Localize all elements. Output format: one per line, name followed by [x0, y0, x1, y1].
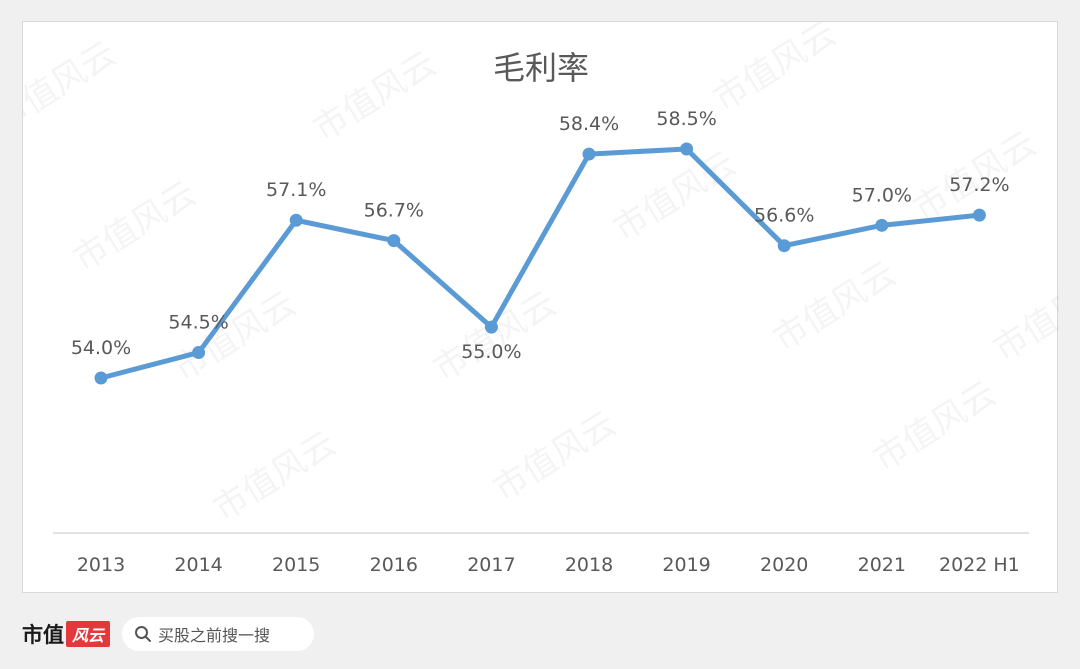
- data-point: [680, 142, 694, 156]
- watermark-text: 市值风云: [867, 374, 1004, 480]
- search-button[interactable]: 买股之前搜一搜: [122, 617, 315, 651]
- data-labels: 54.0% 54.5% 57.1% 56.7% 55.0% 58.4% 58.5% 56.6%…: [71, 108, 1010, 363]
- x-tick-label: 2022 H1: [939, 554, 1020, 576]
- watermark-text: 市值风云: [987, 264, 1059, 370]
- watermark-text: 市值风云: [307, 44, 444, 150]
- data-label: 57.0%: [852, 184, 912, 206]
- watermark-text: 市值风云: [767, 254, 904, 360]
- data-point: [582, 147, 596, 161]
- data-point: [289, 213, 303, 227]
- footer: 市值 风云 买股之前搜一搜: [22, 614, 315, 654]
- watermark-text: 市值风云: [487, 404, 624, 510]
- data-point: [777, 239, 791, 253]
- watermark-text: 市值风云: [67, 174, 204, 280]
- data-label: 58.4%: [559, 113, 619, 135]
- search-icon: [135, 626, 152, 642]
- data-label: 57.1%: [266, 179, 326, 201]
- line-chart: 市值风云市值风云市值风云市值风云市值风云市值风云市值风云市值风云市值风云市值风云…: [23, 22, 1059, 576]
- x-tick-label: 2019: [662, 554, 710, 576]
- watermark-text: 市值风云: [607, 144, 744, 250]
- data-label: 57.2%: [949, 174, 1009, 196]
- data-label: 56.6%: [754, 205, 814, 227]
- x-tick-label: 2020: [760, 554, 808, 576]
- brand-mark: 风云: [66, 621, 111, 647]
- data-point: [972, 208, 986, 222]
- watermark-layer: 市值风云市值风云市值风云市值风云市值风云市值风云市值风云市值风云市值风云市值风云…: [23, 22, 1059, 530]
- chart-card: 市值风云 市值风云 市值风云 市值风云 市值风云 市值风云 市值风云 市值风云 市值风云 市值风云…: [22, 21, 1059, 593]
- brand-logo: 市值 风云: [22, 619, 111, 649]
- data-point: [875, 218, 889, 232]
- watermark-text: 市值风云: [427, 284, 564, 390]
- data-label: 55.0%: [461, 341, 521, 363]
- data-label: 58.5%: [656, 108, 716, 130]
- data-label: 54.0%: [71, 337, 131, 359]
- data-point: [484, 320, 498, 334]
- data-points: [94, 142, 986, 385]
- series-line: [98, 146, 982, 381]
- x-tick-label: 2017: [467, 554, 515, 576]
- watermark-text: 市值风云: [207, 424, 344, 530]
- x-tick-labels: 2013 2014 2015 2016 2017 2018 2019 2020 2021 2022…: [77, 554, 1020, 576]
- x-tick-label: 2016: [370, 554, 418, 576]
- watermark-text: 市值风云: [707, 22, 844, 120]
- data-label: 54.5%: [168, 312, 228, 334]
- x-tick-label: 2013: [77, 554, 125, 576]
- brand-text: 市值: [22, 622, 64, 647]
- watermark-text: 市值风云: [23, 34, 123, 140]
- data-point: [94, 371, 108, 385]
- x-tick-label: 2015: [272, 554, 320, 576]
- x-tick-label: 2014: [174, 554, 222, 576]
- x-tick-label: 2018: [565, 554, 613, 576]
- chart-title: 毛利率: [493, 49, 589, 87]
- search-label: 买股之前搜一搜: [158, 626, 271, 645]
- data-point: [192, 346, 206, 360]
- data-point: [387, 234, 401, 248]
- x-tick-label: 2021: [858, 554, 906, 576]
- data-label: 56.7%: [364, 200, 424, 222]
